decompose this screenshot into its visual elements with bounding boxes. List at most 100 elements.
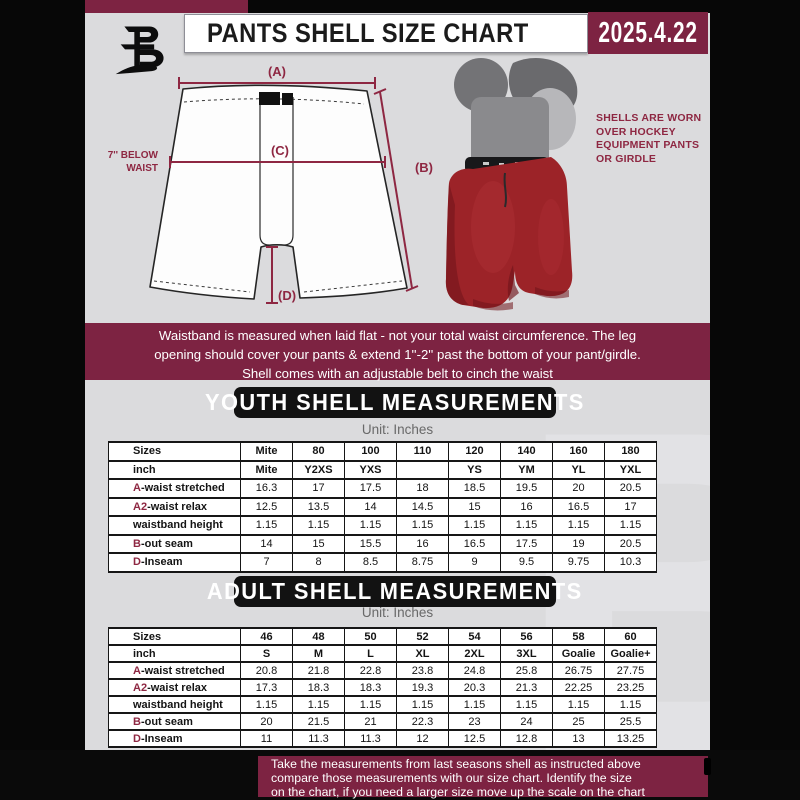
girdle-torso <box>471 97 549 167</box>
cell: 18.3 <box>292 678 345 697</box>
cell: 20 <box>240 712 293 731</box>
cell: 120 <box>448 441 501 462</box>
cell: 21.5 <box>292 712 345 731</box>
row-label: inch <box>108 644 241 663</box>
row-label: inch <box>108 459 241 480</box>
row-label: A2-waist relax <box>108 678 241 697</box>
cell: 23.8 <box>396 661 449 680</box>
footer-notch <box>704 758 711 775</box>
drawstring <box>503 172 507 208</box>
cell: YS <box>448 459 501 480</box>
table-row: B-out seam 20 21.5 21 22.3 23 24 25 25.5 <box>108 712 657 731</box>
cell: 140 <box>500 441 553 462</box>
cell: 17.5 <box>344 478 397 499</box>
cell: 8.5 <box>344 552 397 573</box>
cell: 11.3 <box>344 729 397 748</box>
table-row: A2-waist relax 17.3 18.3 18.3 19.3 20.3 21.3 22… <box>108 678 657 697</box>
table-row: inch S M L XL 2XL 3XL Goalie Goalie+ <box>108 644 657 663</box>
cell: 17 <box>292 478 345 499</box>
cell: 7 <box>240 552 293 573</box>
table-row: D-Inseam 7 8 8.5 8.75 9 9.5 9.75 10.3 <box>108 552 657 573</box>
table-row: A-waist stretched 16.3 17 17.5 18 18.5 19.5 20 2… <box>108 478 657 499</box>
cell: 16.5 <box>552 496 605 517</box>
row-label: Sizes <box>108 627 241 646</box>
belt-end <box>282 93 293 105</box>
cell: 22.3 <box>396 712 449 731</box>
shorts-outline <box>149 84 408 300</box>
page-title: PANTS SHELL SIZE CHART <box>207 18 529 48</box>
cell: 14 <box>240 533 293 554</box>
table-row: A2-waist relax 12.5 13.5 14 14.5 15 16 16.5 17 <box>108 496 657 517</box>
cell: 110 <box>396 441 449 462</box>
cell: 9.5 <box>500 552 553 573</box>
cell: 160 <box>552 441 605 462</box>
cell: Goalie <box>552 644 605 663</box>
cell: 15 <box>292 533 345 554</box>
cell: 12.8 <box>500 729 553 748</box>
cell: 23.25 <box>604 678 657 697</box>
cell: 18.3 <box>344 678 397 697</box>
row-label: D-Inseam <box>108 729 241 748</box>
label-C: (C) <box>271 143 289 158</box>
photo-note: SHELLS ARE WORN OVER HOCKEY EQUIPMENT PA… <box>596 112 702 165</box>
cell: YXS <box>344 459 397 480</box>
cell: YXL <box>604 459 657 480</box>
cell: 1.15 <box>396 515 449 536</box>
table-row: D-Inseam 11 11.3 11.3 12 12.5 12.8 13 13.25 <box>108 729 657 748</box>
cell: 9.75 <box>552 552 605 573</box>
row-label: B-out seam <box>108 533 241 554</box>
cell: 8.75 <box>396 552 449 573</box>
label-A: (A) <box>268 64 286 79</box>
cell: 1.15 <box>240 695 293 714</box>
table-row: Sizes Mite 80 100 110 120 140 160 180 <box>108 441 657 462</box>
cell: 21 <box>344 712 397 731</box>
cell: 17.3 <box>240 678 293 697</box>
cell: 17.5 <box>500 533 553 554</box>
cell: 21.3 <box>500 678 553 697</box>
cell: 1.15 <box>500 695 553 714</box>
cell: 12.5 <box>448 729 501 748</box>
cell: 26.75 <box>552 661 605 680</box>
cell: 1.15 <box>552 515 605 536</box>
cell: 24.8 <box>448 661 501 680</box>
cell: 13.5 <box>292 496 345 517</box>
cell: 180 <box>604 441 657 462</box>
cell: L <box>344 644 397 663</box>
youth-table: Sizes Mite 80 100 110 120 140 160 180 inch Mite Y2X… <box>108 441 657 573</box>
cell: 21.8 <box>292 661 345 680</box>
cell: 25.5 <box>604 712 657 731</box>
cell: 27.75 <box>604 661 657 680</box>
row-label: waistband height <box>108 515 241 536</box>
row-label: B-out seam <box>108 712 241 731</box>
cell: 1.15 <box>604 695 657 714</box>
cell: 16 <box>500 496 553 517</box>
table-row: inch Mite Y2XS YXS YS YM YL YXL <box>108 459 657 480</box>
cell: S <box>240 644 293 663</box>
cell: 56 <box>500 627 553 646</box>
table-row: waistband height 1.15 1.15 1.15 1.15 1.15 1.15… <box>108 515 657 536</box>
cell: 1.15 <box>292 695 345 714</box>
measure-lines <box>169 77 419 304</box>
cell: 16.5 <box>448 533 501 554</box>
cell: 10.3 <box>604 552 657 573</box>
cell: 17 <box>604 496 657 517</box>
cell: 1.15 <box>344 695 397 714</box>
cell: 14 <box>344 496 397 517</box>
cell: 24 <box>500 712 553 731</box>
cell: 20.3 <box>448 678 501 697</box>
cell: 16.3 <box>240 478 293 499</box>
cell: 1.15 <box>500 515 553 536</box>
cell: 12 <box>396 729 449 748</box>
date-badge: 2025.4.22 <box>588 12 708 54</box>
hem-stitch-lines <box>153 280 403 293</box>
youth-section-header: YOUTH SHELL MEASUREMENTS <box>205 387 583 418</box>
cell: 15 <box>448 496 501 517</box>
table-row: waistband height 1.15 1.15 1.15 1.15 1.15 1.15… <box>108 695 657 714</box>
footer-instructions: Take the measurements from last seasons … <box>258 756 708 799</box>
row-label: A-waist stretched <box>108 661 241 680</box>
cell: 22.8 <box>344 661 397 680</box>
cell: 20.5 <box>604 533 657 554</box>
top-accent-tab <box>85 0 248 13</box>
cell: M <box>292 644 345 663</box>
